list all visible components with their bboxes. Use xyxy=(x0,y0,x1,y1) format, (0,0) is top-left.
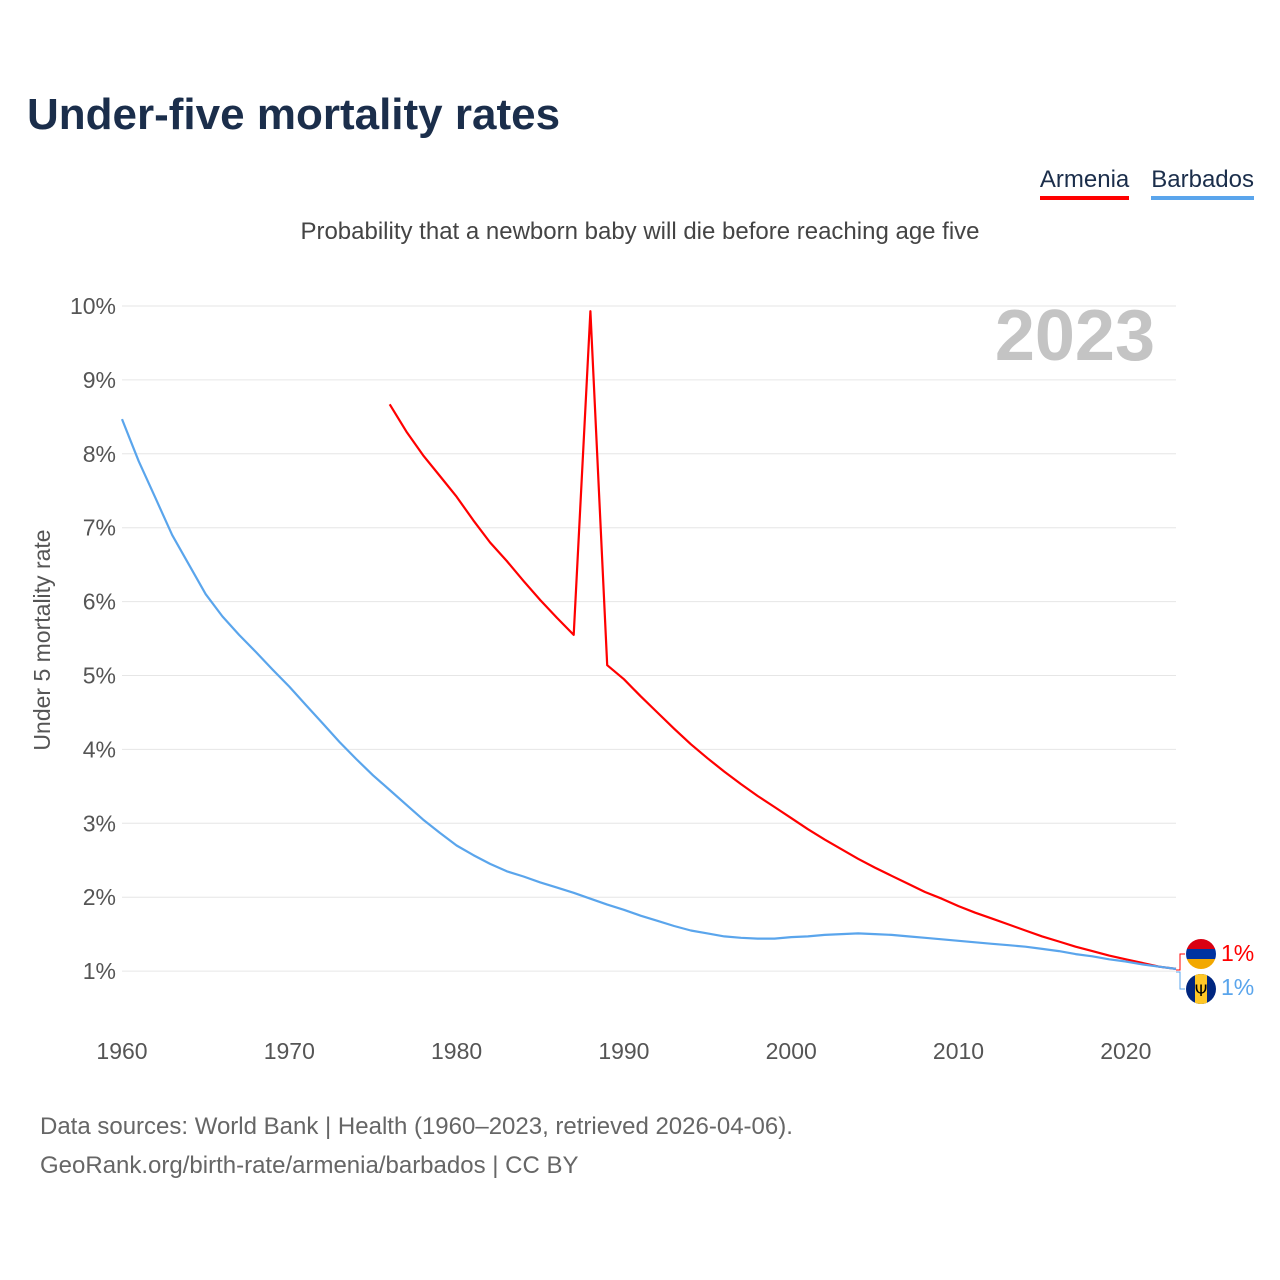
source-note: Data sources: World Bank | Health (1960–… xyxy=(40,1107,793,1185)
year-watermark: 2023 xyxy=(995,296,1155,376)
x-tick-label: 2010 xyxy=(933,1038,984,1064)
y-tick-label: 7% xyxy=(83,515,116,541)
chart-subtitle: Probability that a newborn baby will die… xyxy=(300,218,980,245)
x-tick-label: 2020 xyxy=(1100,1038,1151,1064)
barbados-flag-icon: Ψ xyxy=(1186,974,1216,1004)
x-tick-label: 1960 xyxy=(96,1038,147,1064)
armenia-end-label: 1% xyxy=(1221,940,1254,966)
y-tick-label: 1% xyxy=(83,958,116,984)
y-axis-label: Under 5 mortality rate xyxy=(29,529,55,750)
chart-title: Under-five mortality rates xyxy=(27,90,561,139)
source-line-1: Data sources: World Bank | Health (1960–… xyxy=(40,1113,793,1140)
legend-item-barbados[interactable]: Barbados xyxy=(1151,166,1254,200)
x-tick-label: 1970 xyxy=(264,1038,315,1064)
x-tick-label: 2000 xyxy=(766,1038,817,1064)
x-tick-label: 1980 xyxy=(431,1038,482,1064)
armenia-flag-icon xyxy=(1186,939,1216,969)
svg-text:Ψ: Ψ xyxy=(1195,981,1208,1000)
legend: Armenia Barbados xyxy=(1039,166,1254,200)
y-tick-label: 8% xyxy=(83,441,116,467)
y-tick-label: 4% xyxy=(83,736,116,762)
y-tick-label: 10% xyxy=(70,293,116,319)
legend-item-armenia[interactable]: Armenia xyxy=(1039,166,1130,200)
barbados-end-label: 1% xyxy=(1221,974,1254,1000)
y-tick-label: 6% xyxy=(83,589,116,615)
source-line-2[interactable]: GeoRank.org/birth-rate/armenia/barbados … xyxy=(40,1152,579,1179)
series-line-armenia[interactable] xyxy=(388,310,1177,970)
x-tick-label: 1990 xyxy=(598,1038,649,1064)
series-line-barbados[interactable] xyxy=(120,418,1177,970)
y-tick-label: 9% xyxy=(83,367,116,393)
y-tick-label: 2% xyxy=(83,884,116,910)
y-tick-label: 3% xyxy=(83,810,116,836)
y-tick-label: 5% xyxy=(83,663,116,689)
